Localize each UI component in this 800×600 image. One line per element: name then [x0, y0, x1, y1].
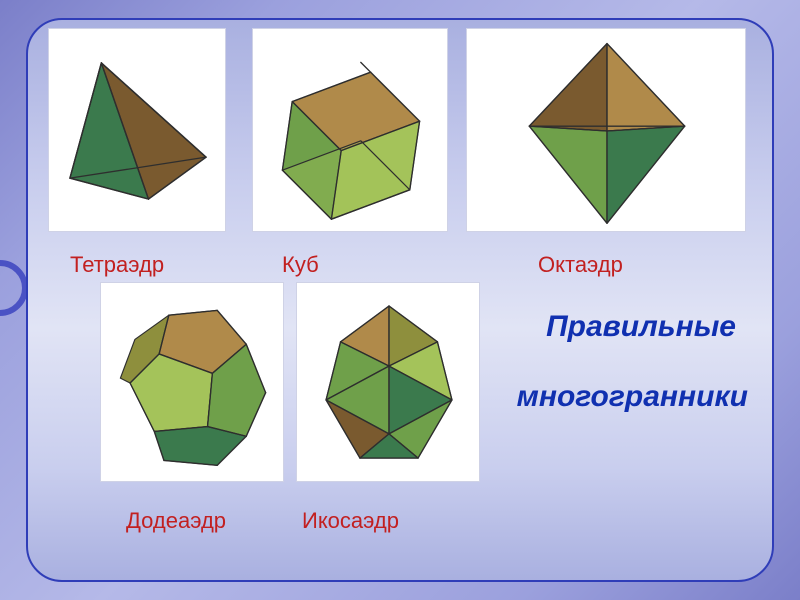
icosahedron-diagram [297, 283, 481, 483]
title-line1: Правильные [546, 310, 736, 344]
title-line2: многогранники [517, 380, 748, 414]
tile-tetrahedron [48, 28, 226, 232]
row-top: Тетраэдр Куб Октаэдр [28, 28, 772, 258]
label-dodecahedron: Додеаэдр [126, 508, 226, 534]
tile-cube [252, 28, 448, 232]
label-icosahedron: Икосаэдр [302, 508, 399, 534]
tile-octahedron [466, 28, 746, 232]
cube-diagram [253, 29, 449, 233]
tetrahedron-diagram [49, 29, 227, 233]
tile-dodecahedron [100, 282, 284, 482]
label-tetrahedron: Тетраэдр [70, 252, 164, 278]
tile-icosahedron [296, 282, 480, 482]
slide-ring-accent [0, 260, 28, 316]
content-card: Тетраэдр Куб Октаэдр Додеаэдр Икосаэдр П… [26, 18, 774, 582]
label-cube: Куб [282, 252, 319, 278]
label-octahedron: Октаэдр [538, 252, 623, 278]
dodecahedron-diagram [101, 283, 285, 483]
octahedron-diagram [467, 29, 747, 233]
